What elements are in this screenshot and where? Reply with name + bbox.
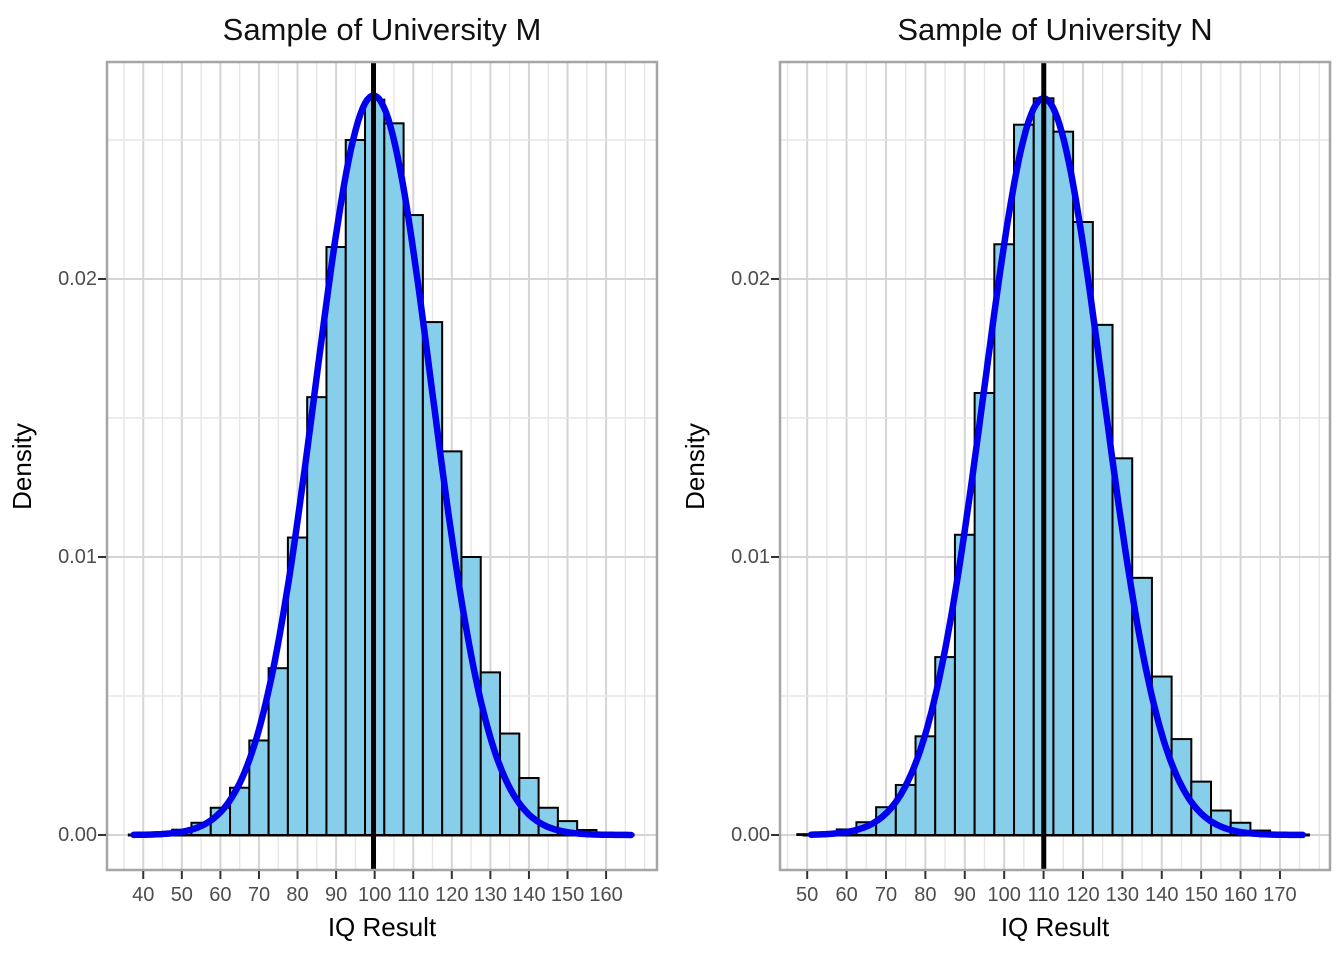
- y-axis-title-text: Density: [6, 422, 37, 510]
- y-tick-label: 0.00: [58, 824, 97, 846]
- x-tick-label: 160: [1223, 884, 1258, 906]
- x-tick-label: 90: [953, 884, 976, 906]
- y-tick-label: 0.02: [58, 268, 97, 290]
- panel-border: [778, 60, 1332, 872]
- mean-line: [1041, 62, 1047, 870]
- x-tick-label: 150: [550, 884, 585, 906]
- y-axis-title-text: Density: [679, 422, 710, 510]
- y-axis-title: Density: [2, 62, 42, 870]
- histogram-bar: [993, 243, 1016, 836]
- x-tick-label: 160: [589, 884, 623, 906]
- density-curve: [807, 95, 1307, 839]
- y-axis-title: Density: [675, 62, 715, 870]
- panel-border: [105, 60, 659, 872]
- x-tick-label: 150: [1184, 884, 1218, 906]
- histogram-bar: [383, 122, 405, 836]
- left-plot: [98, 60, 659, 879]
- histogram-bar: [1052, 130, 1075, 837]
- y-tick-label: 0.00: [731, 824, 770, 846]
- x-tick-label: 80: [914, 884, 937, 906]
- x-tick-label: 80: [286, 884, 309, 906]
- x-tick-label: 130: [1105, 884, 1140, 906]
- density-curve: [130, 92, 635, 839]
- x-tick-label: 140: [512, 884, 546, 906]
- y-tick-label: 0.02: [731, 268, 770, 290]
- histogram-bar: [344, 139, 367, 836]
- x-tick-label: 110: [1027, 884, 1060, 906]
- x-tick-label: 130: [473, 884, 508, 906]
- right-plot: [771, 60, 1332, 879]
- histogram-bar: [1013, 123, 1035, 836]
- x-tick-label: 110: [397, 884, 430, 906]
- x-tick-label: 100: [357, 884, 392, 906]
- x-tick-label: 60: [209, 884, 232, 906]
- x-tick-label: 50: [170, 884, 193, 906]
- plot-title: Sample of University N: [897, 12, 1213, 47]
- x-tick-label: 140: [1145, 884, 1179, 906]
- x-tick-label: 70: [874, 884, 898, 906]
- histogram-bar: [325, 246, 347, 836]
- x-tick-label: 120: [1066, 884, 1100, 906]
- x-tick-label: 120: [435, 884, 469, 906]
- histogram-bar: [267, 667, 289, 837]
- mean-line: [371, 62, 377, 870]
- x-axis-title: IQ Result: [1000, 912, 1110, 942]
- x-axis-title: IQ Result: [327, 912, 437, 942]
- y-tick-label: 0.01: [731, 546, 770, 568]
- x-tick-label: 40: [132, 884, 155, 906]
- x-tick-label: 60: [835, 884, 858, 906]
- x-tick-label: 170: [1263, 884, 1297, 906]
- x-tick-label: 100: [987, 884, 1021, 906]
- y-tick-label: 0.01: [58, 546, 97, 568]
- x-tick-label: 70: [247, 884, 271, 906]
- x-tick-label: 90: [324, 884, 348, 906]
- plot-title: Sample of University M: [222, 12, 542, 47]
- histogram-bar: [306, 396, 328, 836]
- x-tick-label: 50: [796, 884, 819, 906]
